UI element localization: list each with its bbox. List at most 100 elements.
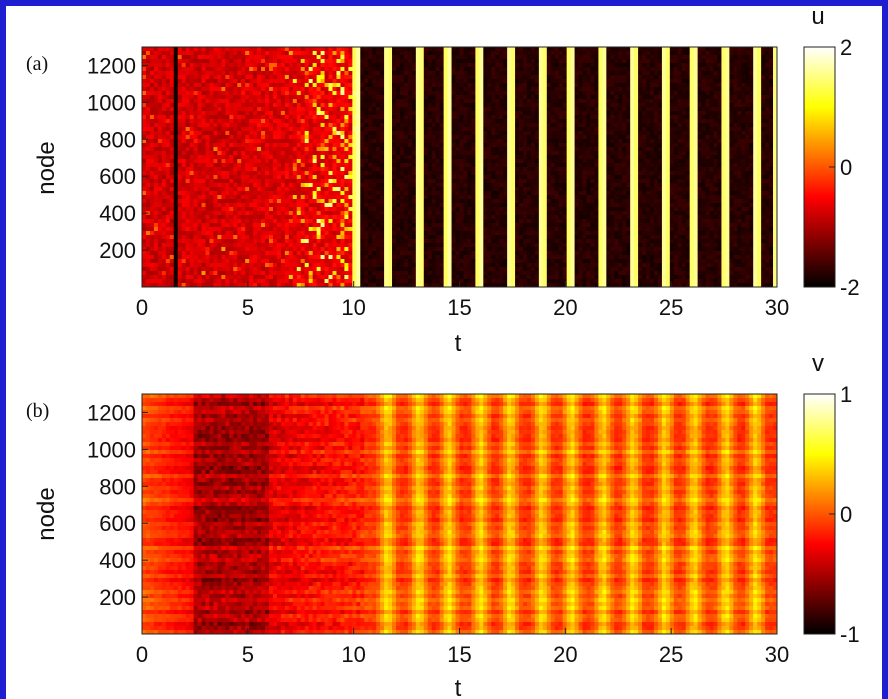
heatmap-cell [158, 131, 162, 135]
heatmap-cell [515, 111, 519, 115]
heatmap-cell [678, 63, 682, 67]
heatmap-cell [142, 103, 146, 107]
heatmap-cell [769, 91, 773, 95]
heatmap-cell [543, 107, 547, 111]
heatmap-cell [706, 83, 710, 87]
heatmap-cell [202, 135, 206, 139]
heatmap-cell [166, 159, 170, 163]
heatmap-cell [678, 107, 682, 111]
heatmap-cell [321, 99, 325, 103]
heatmap-cell [745, 59, 749, 63]
heatmap-cell [440, 47, 444, 51]
heatmap-cell [507, 131, 511, 135]
heatmap-cell [527, 47, 531, 51]
heatmap-cell [162, 67, 166, 71]
heatmap-cell [404, 135, 408, 139]
heatmap-cell [249, 91, 253, 95]
heatmap-cell [436, 163, 440, 167]
heatmap-cell [650, 163, 654, 167]
heatmap-cell [460, 163, 464, 167]
heatmap-cell [753, 87, 757, 91]
heatmap-cell [741, 107, 745, 111]
heatmap-cell [158, 143, 162, 147]
heatmap-cell [535, 71, 539, 75]
heatmap-cell [364, 71, 368, 75]
heatmap-cell [436, 79, 440, 83]
heatmap-cell [229, 75, 233, 79]
heatmap-cell [404, 91, 408, 95]
heatmap-cell [753, 159, 757, 163]
heatmap-cell [460, 71, 464, 75]
heatmap-cell [614, 119, 618, 123]
heatmap-cell [761, 95, 765, 99]
heatmap-cell [531, 95, 535, 99]
heatmap-cell [460, 107, 464, 111]
heatmap-cell [297, 87, 301, 91]
heatmap-cell [729, 87, 733, 91]
heatmap-cell [245, 47, 249, 51]
heatmap-cell [213, 55, 217, 59]
heatmap-cell [329, 59, 333, 63]
heatmap-cell [670, 151, 674, 155]
heatmap-cell [769, 107, 773, 111]
heatmap-cell [178, 71, 182, 75]
heatmap-cell [598, 139, 602, 143]
heatmap-cell [424, 155, 428, 159]
heatmap-cell [166, 59, 170, 63]
heatmap-cell [547, 83, 551, 87]
heatmap-cell [440, 91, 444, 95]
heatmap-cell [154, 111, 158, 115]
heatmap-cell [444, 55, 448, 59]
heatmap-cell [376, 163, 380, 167]
heatmap-cell [233, 47, 237, 51]
heatmap-cell [229, 127, 233, 131]
heatmap-cell [670, 99, 674, 103]
heatmap-cell [344, 127, 348, 131]
heatmap-cell [428, 55, 432, 59]
heatmap-cell [495, 47, 499, 51]
heatmap-cell [753, 111, 757, 115]
heatmap-cell [146, 123, 150, 127]
heatmap-cell [368, 107, 372, 111]
heatmap-cell [463, 91, 467, 95]
heatmap-cell [622, 75, 626, 79]
heatmap-cell [440, 131, 444, 135]
heatmap-cell [309, 95, 313, 99]
heatmap-cell [559, 51, 563, 55]
heatmap-cell [539, 87, 543, 91]
heatmap-cell [646, 143, 650, 147]
heatmap-cell [392, 147, 396, 151]
heatmap-cell [194, 123, 198, 127]
heatmap-cell [606, 143, 610, 147]
heatmap-cell [154, 139, 158, 143]
heatmap-cell [217, 95, 221, 99]
heatmap-cell [487, 87, 491, 91]
heatmap-cell [400, 91, 404, 95]
heatmap-cell [170, 111, 174, 115]
heatmap-cell [547, 51, 551, 55]
heatmap-cell [769, 123, 773, 127]
heatmap-cell [753, 139, 757, 143]
heatmap-cell [579, 95, 583, 99]
heatmap-cell [674, 103, 678, 107]
heatmap-cell [448, 151, 452, 155]
heatmap-cell [598, 151, 602, 155]
heatmap-cell [186, 79, 190, 83]
heatmap-cell [594, 127, 598, 131]
heatmap-cell [598, 103, 602, 107]
heatmap-cell [146, 127, 150, 131]
heatmap-cell [384, 59, 388, 63]
heatmap-cell [174, 107, 178, 111]
heatmap-cell [634, 75, 638, 79]
heatmap-cell [313, 67, 317, 71]
heatmap-cell [225, 163, 229, 167]
heatmap-cell [702, 75, 706, 79]
heatmap-cell [674, 107, 678, 111]
heatmap-cell [348, 103, 352, 107]
heatmap-cell [694, 95, 698, 99]
heatmap-cell [674, 83, 678, 87]
heatmap-cell [745, 75, 749, 79]
heatmap-cell [463, 51, 467, 55]
heatmap-cell [444, 163, 448, 167]
heatmap-cell [198, 75, 202, 79]
